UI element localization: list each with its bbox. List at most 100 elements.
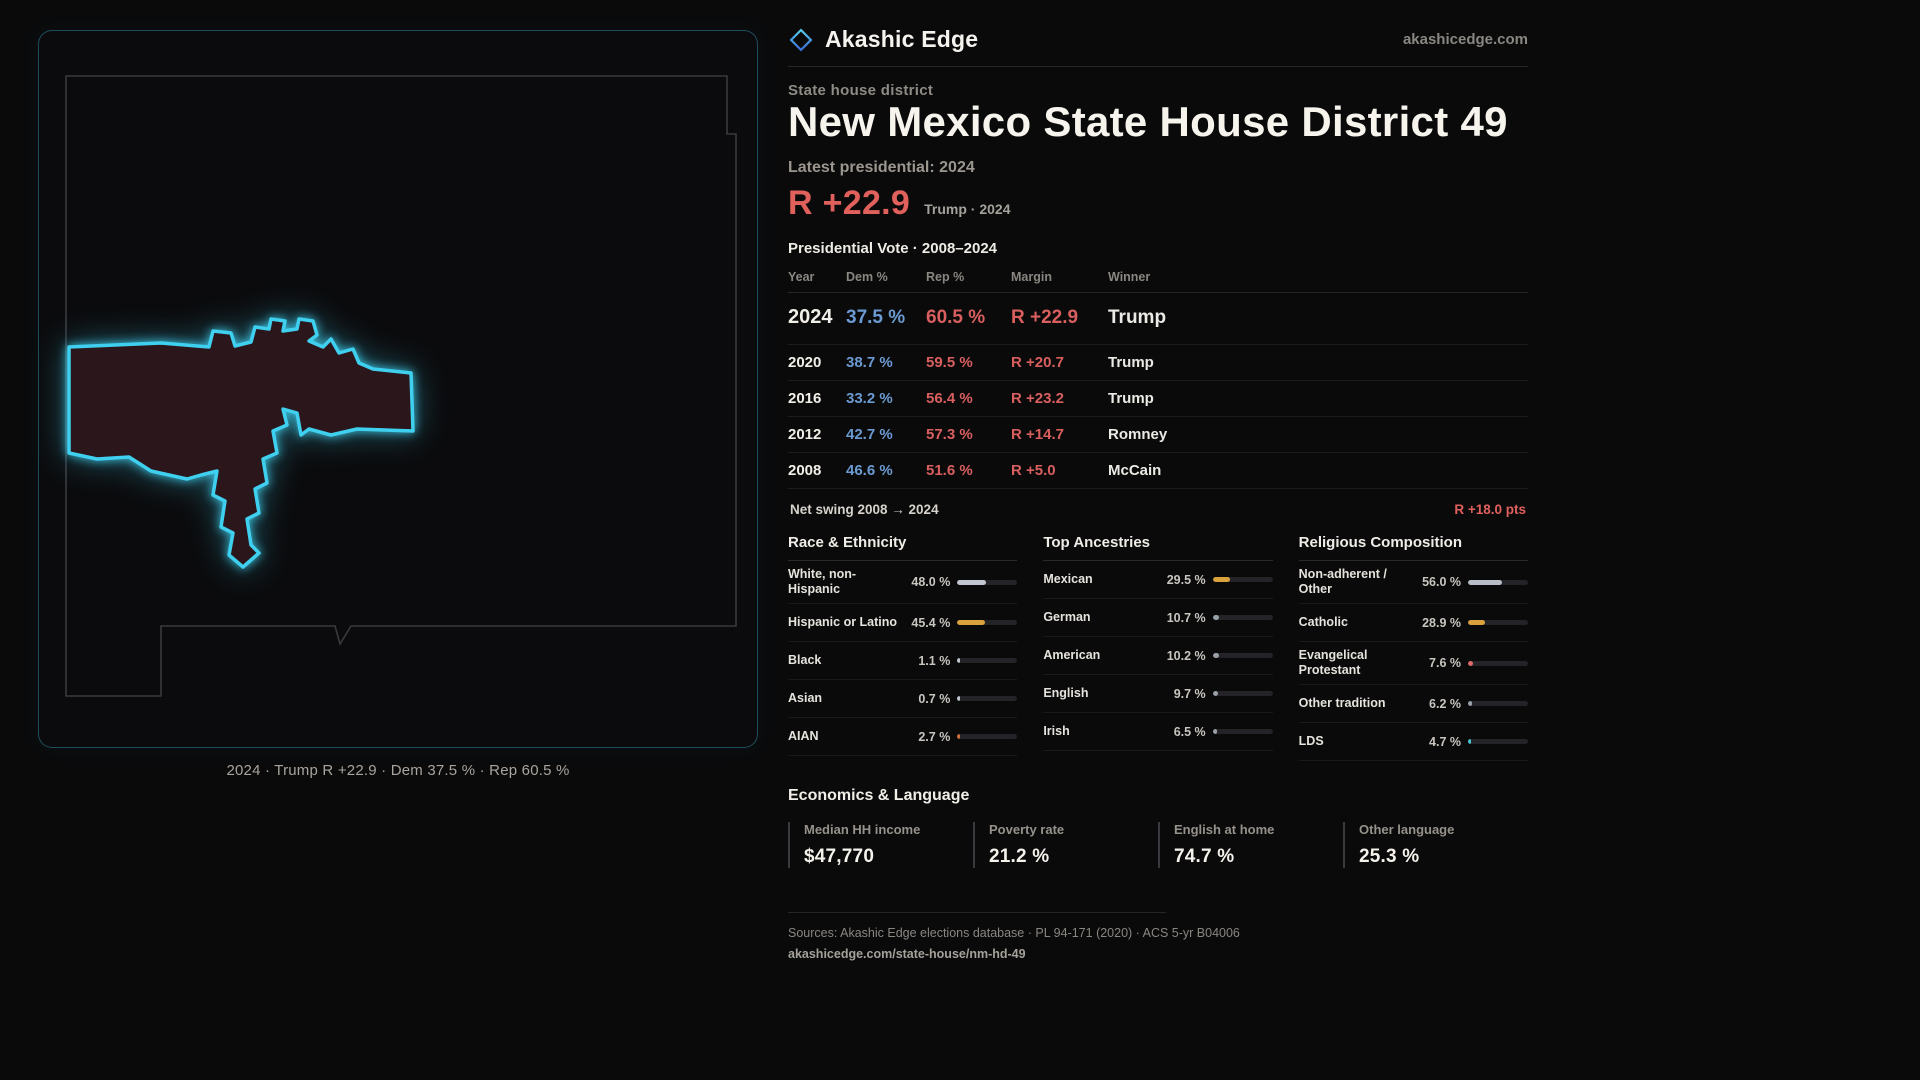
stat-label: Median HH income <box>804 822 921 838</box>
pct-bar <box>1212 729 1273 735</box>
demo-label: German <box>1043 610 1091 625</box>
cell-year: 2016 <box>788 390 822 408</box>
cell-dem-pct: 38.7 % <box>846 354 893 372</box>
pct-bar <box>1212 691 1273 697</box>
cell-rep-pct: 59.5 % <box>926 354 973 372</box>
demo-label: Irish <box>1043 724 1070 739</box>
cell-margin: R +14.7 <box>1011 426 1064 444</box>
pct-bar <box>1212 653 1273 659</box>
demo-value: 10.7 % <box>1166 610 1206 625</box>
list-item: Other tradition 6.2 % <box>1298 685 1528 724</box>
stat-value: 25.3 % <box>1359 846 1420 868</box>
list-item: English 9.7 % <box>1043 675 1273 714</box>
table-row: 2008 46.6 % 51.6 % R +5.0 McCain <box>788 453 1528 490</box>
demo-value: 7.6 % <box>1429 656 1461 671</box>
table-row: 2016 33.2 % 56.4 % R +23.2 Trump <box>788 381 1528 418</box>
state-outline-new-mexico <box>65 75 737 697</box>
col-year: Year <box>788 270 815 285</box>
permalink[interactable]: akashicedge.com/state-house/nm-hd-49 <box>788 947 1026 962</box>
cell-rep-pct: 60.5 % <box>926 306 986 328</box>
pct-bar <box>957 696 1018 702</box>
brand-header: Akashic Edge akashicedge.com <box>788 26 1528 67</box>
demo-label: Mexican <box>1043 572 1093 587</box>
pct-bar <box>1212 615 1273 621</box>
cell-winner: Trump <box>1108 354 1154 372</box>
cell-dem-pct: 42.7 % <box>846 426 893 444</box>
district-shape-hd49 <box>67 317 415 569</box>
economics-stats: Median HH income $47,770 Poverty rate 21… <box>788 822 1528 869</box>
vote-table: Year Dem % Rep % Margin Winner 2024 37.5… <box>788 266 1528 490</box>
pct-bar <box>1467 660 1528 666</box>
demo-label: LDS <box>1298 734 1324 749</box>
cell-rep-pct: 57.3 % <box>926 426 973 444</box>
list-item: German 10.7 % <box>1043 599 1273 638</box>
new-mexico-map <box>65 75 737 697</box>
pct-bar <box>957 620 1018 626</box>
cell-year: 2008 <box>788 462 822 480</box>
pct-bar <box>1467 701 1528 707</box>
demo-label: Hispanic or Latino <box>788 615 898 630</box>
table-row: 2012 42.7 % 57.3 % R +14.7 Romney <box>788 417 1528 454</box>
net-swing-value: R +18.0 pts <box>1454 502 1526 518</box>
demo-value: 6.2 % <box>1429 696 1461 711</box>
stat-label: English at home <box>1174 822 1275 838</box>
stat-label: Other language <box>1359 822 1455 838</box>
list-item: Evangelical Protestant 7.6 % <box>1298 642 1528 686</box>
demo-label: Other tradition <box>1298 696 1386 711</box>
pct-bar <box>957 734 1018 740</box>
demographics-section: Race & Ethnicity White, non-Hispanic 48.… <box>788 534 1528 762</box>
demo-value: 56.0 % <box>1422 575 1461 590</box>
demo-label: Catholic <box>1298 615 1348 630</box>
cell-winner: McCain <box>1108 462 1162 480</box>
demo-value: 10.2 % <box>1166 648 1206 663</box>
cell-year: 2020 <box>788 354 822 372</box>
list-item: AIAN 2.7 % <box>788 718 1018 757</box>
pct-bar <box>1467 739 1528 745</box>
religious-composition-section: Religious Composition Non-adherent / Oth… <box>1298 534 1528 762</box>
pct-bar <box>1212 577 1273 583</box>
demo-value: 6.5 % <box>1173 724 1206 739</box>
cell-year: 2012 <box>788 426 822 444</box>
net-swing-row: Net swing 2008 → 2024 R +18.0 pts <box>788 489 1528 517</box>
demo-label: Asian <box>788 691 823 706</box>
stat-poverty-rate: Poverty rate 21.2 % <box>973 822 1158 869</box>
top-ancestries-section: Top Ancestries Mexican 29.5 % German 10.… <box>1043 534 1273 761</box>
stat-value: $47,770 <box>804 846 875 868</box>
section-title: Race & Ethnicity <box>788 534 1018 562</box>
cell-year: 2024 <box>788 306 833 329</box>
demo-label: Non-adherent / Other <box>1298 567 1387 597</box>
net-swing-label: Net swing 2008 → 2024 <box>790 502 939 518</box>
pct-bar <box>1467 620 1528 626</box>
content-column: Akashic Edge akashicedge.com State house… <box>788 26 1528 961</box>
demo-value: 1.1 % <box>918 653 951 668</box>
cell-rep-pct: 56.4 % <box>926 390 973 408</box>
demo-value: 48.0 % <box>911 575 951 590</box>
site-link[interactable]: akashicedge.com <box>1402 31 1528 48</box>
cell-margin: R +5.0 <box>1011 462 1056 480</box>
table-row: 2020 38.7 % 59.5 % R +20.7 Trump <box>788 345 1528 382</box>
demo-label: American <box>1043 648 1101 663</box>
cell-rep-pct: 51.6 % <box>926 462 973 480</box>
demo-value: 2.7 % <box>918 729 951 744</box>
demo-value: 29.5 % <box>1166 572 1206 587</box>
cell-margin: R +20.7 <box>1011 354 1064 372</box>
list-item: Non-adherent / Other 56.0 % <box>1298 561 1528 605</box>
stat-value: 21.2 % <box>989 846 1050 868</box>
map-column: 2024 · Trump R +22.9 · Dem 37.5 % · Rep … <box>38 30 758 779</box>
demo-label: Evangelical Protestant <box>1298 648 1368 678</box>
list-item: Hispanic or Latino 45.4 % <box>788 604 1018 643</box>
col-dem: Dem % <box>846 270 888 285</box>
list-item: Mexican 29.5 % <box>1043 561 1273 600</box>
cell-margin: R +22.9 <box>1011 306 1079 328</box>
pct-bar <box>957 579 1018 585</box>
cell-winner: Trump <box>1108 306 1167 328</box>
list-item: Irish 6.5 % <box>1043 713 1273 752</box>
margin-value: R +22.9 <box>788 184 911 223</box>
vote-table-header: Year Dem % Rep % Margin Winner <box>788 266 1528 294</box>
demo-label: AIAN <box>788 729 819 744</box>
cell-margin: R +23.2 <box>1011 390 1064 408</box>
cell-winner: Romney <box>1108 426 1168 444</box>
demo-value: 45.4 % <box>911 615 951 630</box>
stat-english-at-home: English at home 74.7 % <box>1158 822 1343 869</box>
